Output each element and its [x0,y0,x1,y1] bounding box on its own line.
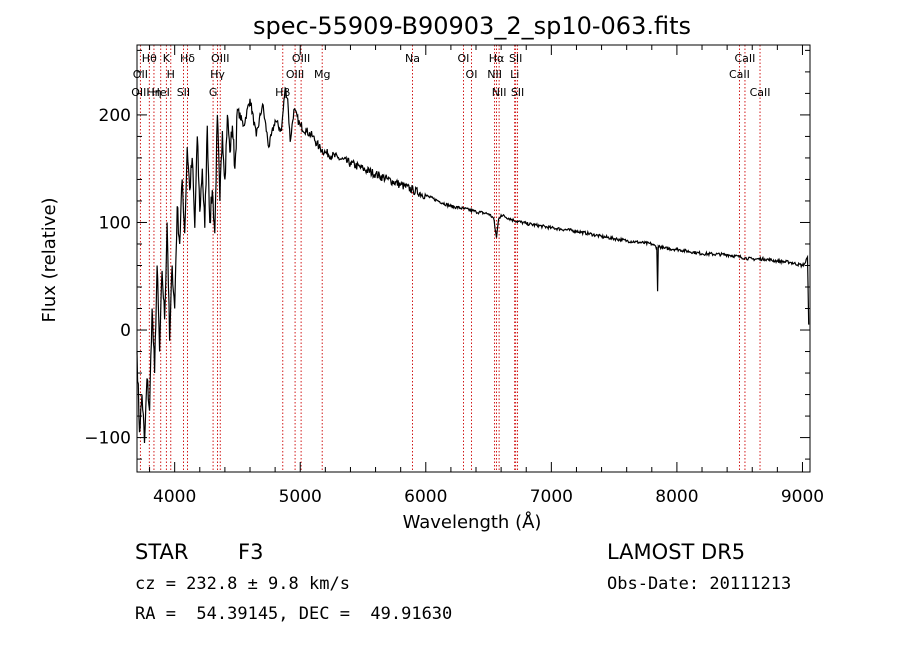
coordinates-readout: RA = 54.39145, DEC = 49.91630 [135,604,453,624]
line-label: OIII [131,86,149,99]
y-tick-label: −100 [84,429,131,449]
object-subclass: F3 [238,540,264,564]
y-axis: −100 0 100 200 [84,49,810,460]
line-label: Hδ [180,52,195,65]
line-label: CaII [750,86,771,99]
line-label: K [163,52,171,65]
x-tick-label: 9000 [781,487,824,507]
spectral-line-markers [139,45,761,472]
y-tick-label: 0 [120,321,131,341]
line-label: Hβ [275,86,290,99]
line-label: CaII [729,68,750,81]
x-tick-label: 8000 [655,487,698,507]
line-label: OI [458,52,470,65]
line-label: NII [487,68,502,81]
redshift-readout: cz = 232.8 ± 9.8 km/s [135,574,350,594]
line-label: Mg [314,68,330,81]
survey-name: LAMOST DR5 [607,540,746,564]
y-axis-label: Flux (relative) [39,197,60,322]
line-label: Hα [489,52,505,65]
line-label: SII [177,86,190,99]
line-label: OIII [286,68,304,81]
plot-frame [136,44,811,473]
line-label: Li [510,68,519,81]
line-label: G [209,86,218,99]
line-label: HeI [152,86,170,99]
x-tick-label: 6000 [404,487,447,507]
observation-date: Obs-Date: 20111213 [607,574,792,594]
line-label: Na [405,52,420,65]
line-label: H [167,68,175,81]
x-tick-label: 5000 [279,487,322,507]
line-label: OIII [211,52,229,65]
x-axis: 4000 5000 6000 7000 8000 9000 [149,45,824,507]
object-class: STAR [135,540,189,564]
y-tick-label: 200 [99,106,131,126]
line-label: Hθ [142,52,157,65]
line-label: OII [133,68,148,81]
line-label: NII [492,86,507,99]
line-label: Hγ [210,68,225,81]
line-label: SII [509,52,522,65]
line-label: Hη [146,86,161,99]
x-axis-label: Wavelength (Å) [403,511,542,533]
x-tick-label: 4000 [153,487,196,507]
x-tick-label: 7000 [530,487,573,507]
line-label: SII [511,86,524,99]
spectrum-series [136,86,810,444]
line-label: CaII [734,52,755,65]
chart-title: spec-55909-B90903_2_sp10-063.fits [253,12,691,40]
line-label: OI [466,68,478,81]
y-tick-label: 100 [99,213,131,233]
line-label: OIII [292,52,310,65]
